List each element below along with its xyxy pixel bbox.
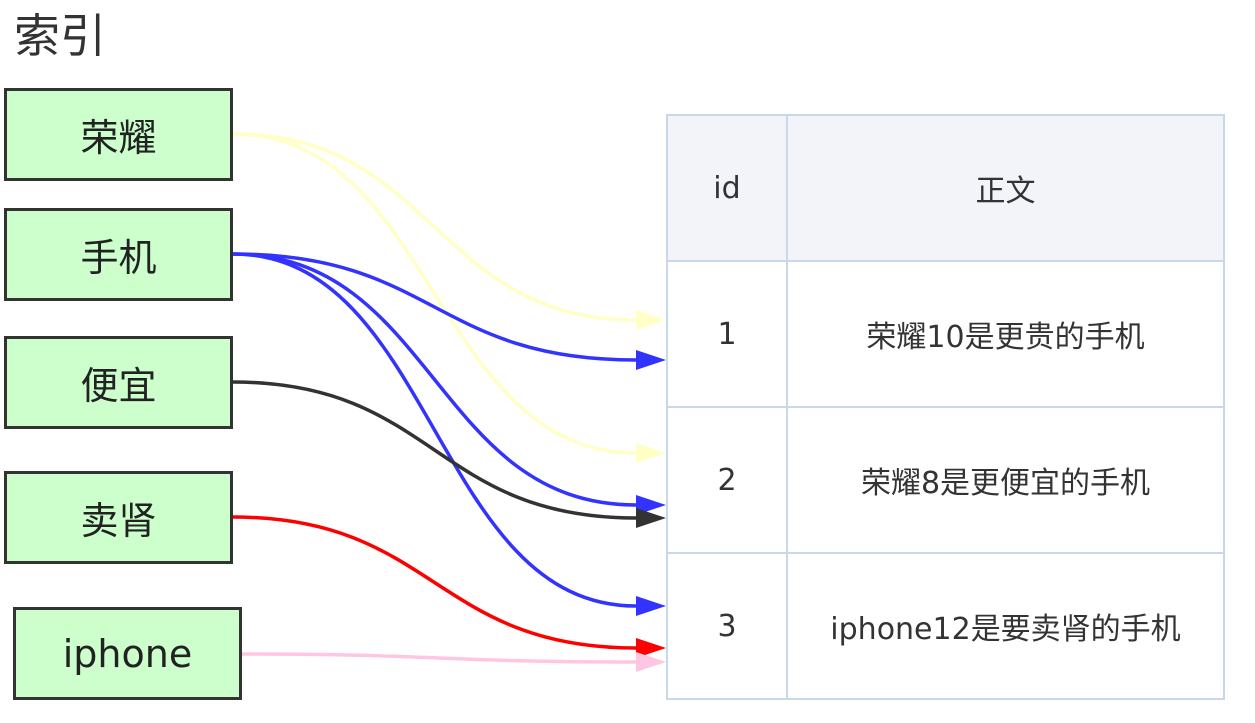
link-arrowhead-1 [636,443,666,463]
link-7 [241,652,637,664]
header-body: 正文 [786,114,1225,262]
link-5 [232,380,637,520]
row-1-body: 荣耀10是更贵的手机 [786,260,1225,408]
link-arrowhead-6 [636,638,666,658]
index-term-iphone[interactable]: iphone [13,607,242,700]
link-4 [232,252,637,608]
document-table: id 正文 1 荣耀10是更贵的手机 2 荣耀8是更便宜的手机 3 iphone… [666,114,1225,700]
row-2-id: 2 [666,406,788,554]
link-arrowhead-2 [636,350,666,370]
row-3-id: 3 [666,552,788,700]
link-arrowhead-0 [636,310,666,330]
link-arrowhead-3 [636,495,666,515]
index-term-rongyao[interactable]: 荣耀 [4,88,233,181]
link-2 [232,252,637,362]
link-arrowhead-7 [636,652,666,672]
link-arrowhead-4 [636,596,666,616]
row-1-id: 1 [666,260,788,408]
row-3-body: iphone12是要卖肾的手机 [786,552,1225,700]
link-0 [232,132,637,322]
link-1 [232,132,637,455]
header-id: id [666,114,788,262]
diagram-title: 索引 [14,9,106,63]
index-term-maishen[interactable]: 卖肾 [4,471,233,564]
link-3 [232,252,637,507]
row-2-body: 荣耀8是更便宜的手机 [786,406,1225,554]
index-term-shouji[interactable]: 手机 [4,208,233,301]
link-6 [232,515,637,650]
link-arrowhead-5 [636,508,666,528]
index-term-pianyi[interactable]: 便宜 [4,336,233,429]
